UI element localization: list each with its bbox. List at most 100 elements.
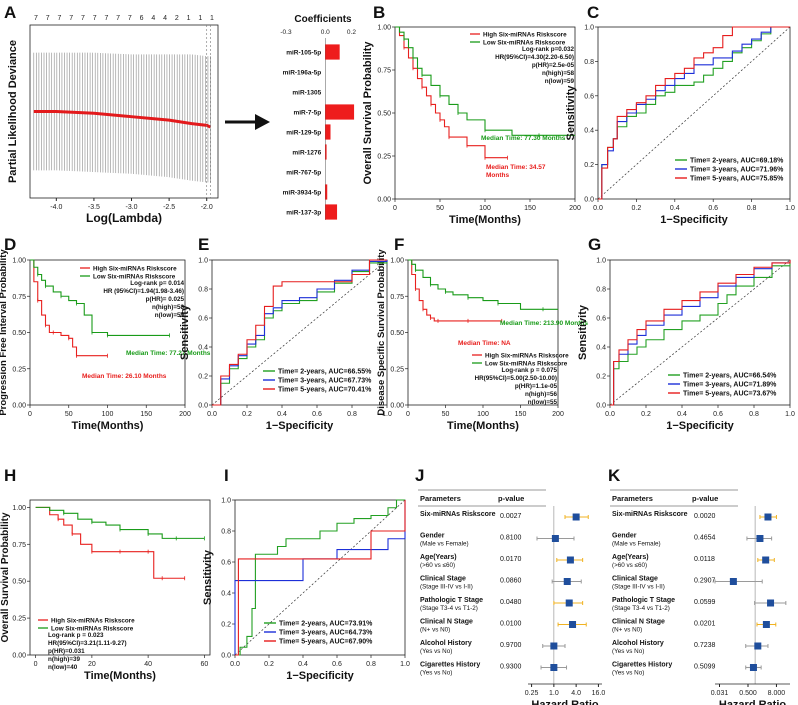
parameter-sublabel: (Male vs Female) [420, 541, 469, 548]
parameter-sublabel: (N+ vs N0) [420, 627, 450, 634]
x-tick-label: 0.4 [277, 411, 287, 418]
stat-text: Log-rank p = 0.023 [48, 632, 104, 639]
x-tick-label: 0.4 [298, 661, 308, 668]
x-tick-label: 0.2 [632, 205, 642, 212]
coefficient-label: miR-1276 [292, 150, 321, 157]
y-tick-label: 1.00 [377, 25, 391, 32]
panel-label-h: H [4, 466, 16, 485]
parameter-label: Six-miRNAs Riskscore [420, 511, 496, 518]
hazard-ratio-point [551, 535, 559, 542]
coefficient-bar [325, 144, 327, 160]
stat-text: HR(95%CI)=3.21(1.11-9.27) [48, 640, 127, 647]
parameter-sublabel: (Stage III-IV vs I-II) [612, 584, 665, 591]
p-value: 0.5099 [694, 664, 716, 671]
coefficient-bar [325, 104, 355, 120]
x-tick-label: 150 [515, 411, 527, 418]
x-axis-label: Log(Lambda) [86, 211, 162, 225]
x-tick-label: 4.0 [571, 690, 581, 697]
y-tick-label: 0.6 [596, 316, 606, 323]
parameter-label: Six-miRNAs Riskscore [612, 511, 688, 518]
median-time-label: Median Time: 213.90 Months [500, 320, 588, 327]
diagonal-reference [597, 26, 791, 200]
coefficient-bar [325, 204, 338, 220]
y-tick-label: 0.00 [12, 403, 26, 410]
stat-text: Log-rank p= 0.014 [130, 280, 184, 287]
x-tick-label: 100 [102, 411, 114, 418]
y-tick-label: 0.75 [390, 294, 404, 301]
x-tick-label: 0.25 [525, 690, 539, 697]
stat-text: n(low)=59 [155, 312, 185, 319]
legend-label: High Six-miRNAs Riskscore [93, 266, 177, 273]
top-axis-count: 7 [128, 15, 132, 22]
stat-text: Log-rank p=0.032 [522, 46, 574, 53]
stat-text: Log-rank p = 0.075 [502, 367, 558, 374]
p-value: 0.0100 [500, 621, 522, 628]
hazard-ratio-point [729, 578, 737, 585]
coefficient-label: miR-7-5p [293, 110, 321, 117]
x-tick-label: 0.8 [366, 661, 376, 668]
y-tick-label: 0.25 [12, 616, 26, 623]
km-curve-low [30, 259, 170, 336]
parameter-label: Clinical N Stage [612, 619, 665, 626]
hazard-ratio-point [767, 599, 775, 607]
x-axis-label: Time(Months) [449, 214, 521, 226]
parameter-sublabel: (Yes vs No) [612, 648, 644, 655]
x-tick-label: 0.2 [264, 661, 274, 668]
p-value: 0.0118 [694, 556, 715, 563]
stat-text: n(high)=58 [152, 304, 185, 311]
legend-label: High Six-miRNAs Riskscore [483, 32, 567, 39]
y-tick-label: 0.25 [377, 154, 391, 161]
chart-d: 0 50 100 150 200 0.00 0.25 0.50 0.75 1.00 Time(Mon… [0, 249, 211, 432]
p-value: 0.0480 [500, 599, 522, 606]
y-axis-label: Sensitivity [577, 304, 589, 360]
stat-text: n(low)=40 [48, 664, 78, 671]
km-curve-low [395, 26, 575, 136]
x-tick-label: 0.4 [670, 205, 680, 212]
p-value: 0.0599 [694, 599, 716, 606]
y-tick-label: 0.00 [390, 403, 404, 410]
x-tick-label: 1.0 [785, 411, 795, 418]
y-axis-label: Overall Survival Probability [0, 512, 11, 642]
y-tick-label: 0.8 [596, 287, 606, 294]
legend-label: Time= 2-years, AUC=69.18% [690, 158, 784, 165]
p-value: 0.0170 [500, 556, 522, 563]
parameter-label: Cigarettes History [420, 662, 480, 669]
y-tick-label: 0.0 [596, 403, 606, 410]
y-tick-label: 0.4 [198, 345, 208, 352]
panel-label-b: B [373, 3, 385, 22]
chart-b: 0 50 100 150 200 0.00 0.25 0.50 0.75 1.00 Time(Mon… [362, 25, 581, 227]
y-tick-label: 0.75 [12, 294, 26, 301]
x-tick-label: 100 [479, 205, 491, 212]
panel-label-k: K [608, 466, 621, 485]
median-time-label: Median Time: 77.30 Months [481, 135, 566, 142]
stat-text: HR(95%CI)=5.00(2.50-10.00) [475, 375, 557, 382]
diagonal-reference [211, 259, 388, 406]
legend-label: High Six-miRNAs Riskscore [485, 353, 569, 360]
x-tick-label: 0.6 [312, 411, 322, 418]
y-tick-label: 0.00 [12, 653, 26, 660]
parameter-label: Age(Years) [612, 554, 649, 561]
roc-curve [235, 499, 405, 656]
parameter-sublabel: (Male vs Female) [612, 541, 661, 548]
y-tick-label: 0.4 [221, 591, 231, 598]
top-axis-count: 2 [175, 15, 179, 22]
hazard-ratio-point [756, 535, 764, 542]
hazard-ratio-point [764, 513, 772, 521]
header-p-value: p-value [692, 494, 718, 503]
chart-k: Parameters p-value Six-miRNAs Riskscore 0.0… [610, 489, 790, 705]
x-tick-label: 40 [144, 661, 152, 668]
p-value: 0.8100 [500, 535, 522, 542]
x-tick-label: 20 [88, 661, 96, 668]
coefficient-bar [325, 124, 331, 140]
y-tick-label: 0.50 [12, 330, 26, 337]
top-axis-count: 7 [58, 15, 62, 22]
stat-text: HR (95%CI)=1.94(1.98-3.46) [103, 288, 184, 295]
stat-text: n(low)=59 [545, 78, 575, 85]
p-value: 0.7238 [694, 642, 716, 649]
y-axis-label: Sensitivity [202, 549, 214, 605]
y-tick-label: 0.2 [221, 622, 231, 629]
parameter-label: Clinical N Stage [420, 619, 473, 626]
y-tick-label: 1.00 [390, 258, 404, 265]
x-tick-label: 0 [406, 411, 410, 418]
y-tick-label: 1.0 [221, 498, 231, 505]
